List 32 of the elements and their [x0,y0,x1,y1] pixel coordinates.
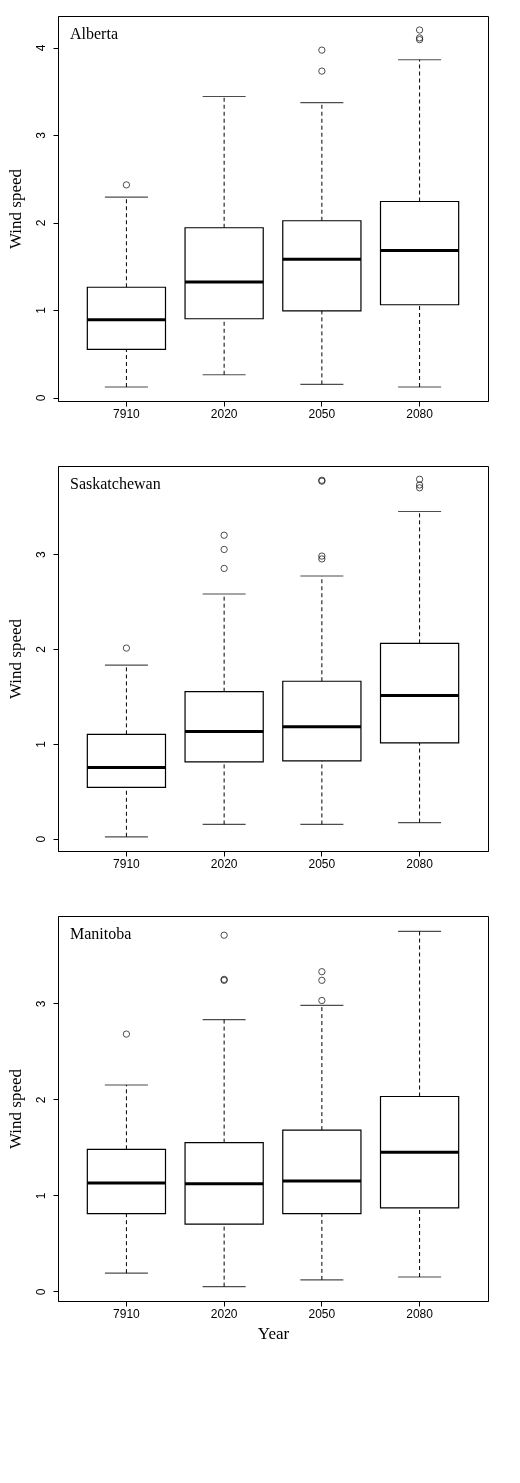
y-tick-label: 0 [33,394,48,402]
x-tick-label: 7910 [113,1306,141,1321]
y-tick-label: 2 [33,645,48,653]
x-tick-label: 2050 [308,1306,336,1321]
y-tick-label: 3 [33,1000,48,1008]
y-tick-label: 2 [33,219,48,227]
x-tick-label: 2020 [210,1306,238,1321]
x-tick-label: 7910 [113,856,141,871]
y-axis-title: Wind speed [5,618,25,700]
x-axis-title: Year [257,1323,290,1343]
x-tick-label: 7910 [113,406,141,421]
x-tick-label: 2080 [406,406,434,421]
y-axis-title: Wind speed [5,168,25,250]
y-tick-label: 1 [33,1192,48,1200]
y-tick-label: 1 [33,306,48,314]
x-tick-label: 2050 [308,406,336,421]
x-tick-label: 2080 [406,1306,434,1321]
x-tick-label: 2020 [210,856,238,871]
x-tick-label: 2020 [210,406,238,421]
text: Saskatchewan [70,475,161,492]
y-axis-title: Wind speed [5,1068,25,1150]
x-tick-label: 2050 [308,856,336,871]
x-tick-label: 2080 [406,856,434,871]
y-tick-label: 0 [33,1288,48,1296]
y-tick-label: 1 [33,740,48,748]
y-tick-label: 3 [33,131,48,139]
text: Alberta [70,25,118,42]
y-tick-label: 4 [33,44,48,52]
y-tick-label: 2 [33,1096,48,1104]
y-tick-label: 3 [33,551,48,559]
y-tick-label: 0 [33,835,48,843]
text: Manitoba [70,925,132,942]
